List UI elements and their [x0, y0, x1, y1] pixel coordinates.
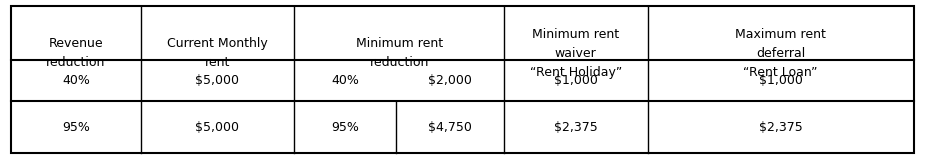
- Text: $5,000: $5,000: [195, 74, 240, 87]
- Text: Revenue
reduction: Revenue reduction: [46, 37, 105, 69]
- Text: $1,000: $1,000: [758, 74, 803, 87]
- Text: Maximum rent
deferral
“Rent Loan”: Maximum rent deferral “Rent Loan”: [735, 28, 826, 79]
- Text: $2,375: $2,375: [554, 121, 598, 134]
- Text: 40%: 40%: [62, 74, 90, 87]
- Text: 95%: 95%: [331, 121, 359, 134]
- Text: $5,000: $5,000: [195, 121, 240, 134]
- Text: 40%: 40%: [331, 74, 359, 87]
- Text: $2,000: $2,000: [428, 74, 472, 87]
- Text: Minimum rent
reduction: Minimum rent reduction: [355, 37, 443, 69]
- Text: $2,375: $2,375: [758, 121, 803, 134]
- Text: Minimum rent
waiver
“Rent Holiday”: Minimum rent waiver “Rent Holiday”: [530, 28, 622, 79]
- Text: $1,000: $1,000: [554, 74, 598, 87]
- Text: 95%: 95%: [62, 121, 90, 134]
- Text: Current Monthly
rent: Current Monthly rent: [167, 37, 267, 69]
- Text: $4,750: $4,750: [428, 121, 472, 134]
